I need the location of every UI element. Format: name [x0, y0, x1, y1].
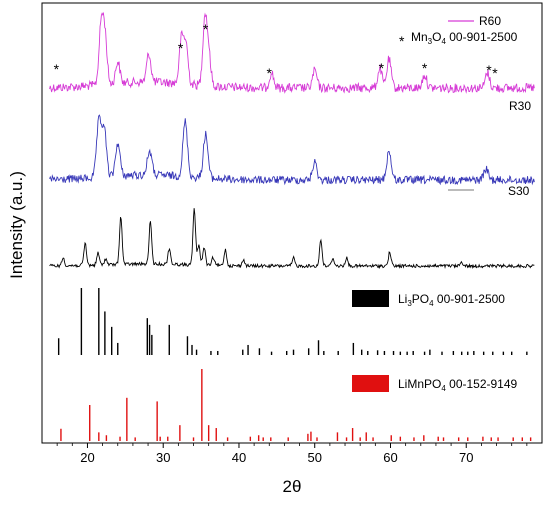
- mn3o4-peak-marker: *: [54, 61, 60, 77]
- legend-mn3o4: * Mn3O4 00-901-2500: [399, 30, 518, 49]
- x-tick-label-70: 70: [459, 450, 473, 465]
- x-axis-label: 2θ: [283, 477, 302, 496]
- x-tick-label-20: 20: [80, 450, 94, 465]
- mn3o4-peak-marker: *: [379, 60, 385, 76]
- legend-s30-text: S30: [508, 184, 530, 198]
- x-axis: 20 30 40 50 60 70: [56, 443, 528, 465]
- x-tick-label-50: 50: [307, 450, 321, 465]
- legend-limnpo4: LiMnPO4 00-152-9149: [352, 375, 518, 393]
- series-r30-trace: [49, 114, 535, 186]
- plot-frame: [41, 2, 543, 444]
- x-tick-label-30: 30: [156, 450, 170, 465]
- x-tick-label-60: 60: [383, 450, 397, 465]
- legend-limnpo4-text: LiMnPO4 00-152-9149: [398, 377, 518, 393]
- series-r60-trace: [49, 11, 535, 94]
- x-tick-label-40: 40: [232, 450, 246, 465]
- mn3o4-peak-marker: *: [486, 62, 492, 78]
- legend-r60: R60: [448, 14, 501, 28]
- mn3o4-peak-marker: *: [422, 60, 428, 76]
- y-axis-label: Intensity (a.u.): [7, 171, 26, 279]
- legend-s30: S30: [448, 184, 530, 198]
- legend-li3po4-swatch: [352, 290, 389, 307]
- legend-limnpo4-swatch: [352, 375, 389, 392]
- legend-star-glyph: *: [399, 33, 405, 49]
- legend-mn3o4-text: Mn3O4 00-901-2500: [411, 30, 518, 46]
- series-s30-trace: [49, 208, 535, 270]
- mn3o4-peak-marker: *: [267, 65, 273, 81]
- mn3o4-peak-marker: *: [178, 40, 184, 56]
- legend-r60-text: R60: [479, 14, 501, 28]
- data-layer: **** * * * *: [49, 11, 535, 441]
- mn3o4-peak-marker: *: [492, 65, 498, 81]
- legend-li3po4-text: Li3PO4 00-901-2500: [398, 292, 505, 308]
- mn3o4-peak-marker: *: [203, 21, 209, 37]
- legend-li3po4: Li3PO4 00-901-2500: [352, 290, 505, 308]
- label-r30: R30: [509, 99, 531, 113]
